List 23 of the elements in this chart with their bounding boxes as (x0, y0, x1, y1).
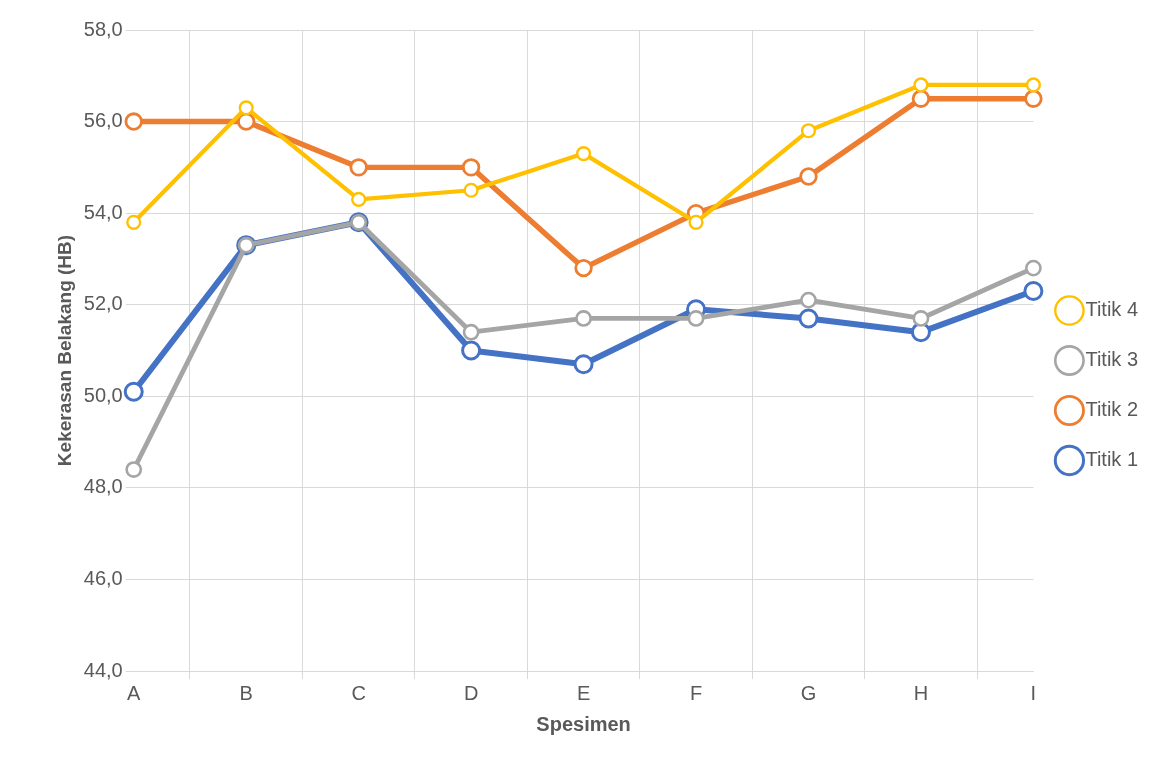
legend-label: Titik 4 (1085, 298, 1139, 321)
y-tick-label: 48,0 (83, 475, 123, 498)
y-tick-label: 50,0 (83, 383, 123, 406)
y-tick-label: 46,0 (83, 566, 123, 589)
y-tick-label: 58,0 (83, 17, 123, 40)
x-tick-label: A (127, 681, 142, 704)
y-axis-title: Kekerasan Belakang (HB) (53, 234, 75, 467)
x-tick-label: I (1030, 681, 1037, 704)
legend-label: Titik 2 (1085, 398, 1139, 421)
x-tick-label: D (463, 681, 479, 704)
legend-label: Titik 1 (1085, 448, 1139, 471)
x-tick-label: E (576, 681, 591, 704)
x-tick-label: C (351, 681, 366, 704)
x-tick-label: G (800, 681, 817, 704)
legend-label: Titik 3 (1085, 348, 1139, 371)
x-tick-label: F (689, 681, 703, 704)
y-tick-label: 54,0 (83, 200, 123, 223)
x-tick-label: H (913, 681, 929, 704)
x-tick-label: B (239, 681, 253, 704)
y-tick-label: 52,0 (83, 292, 123, 315)
x-axis-title: Spesimen (536, 712, 631, 735)
y-tick-label: 44,0 (83, 658, 123, 681)
y-tick-label: 56,0 (83, 109, 123, 132)
